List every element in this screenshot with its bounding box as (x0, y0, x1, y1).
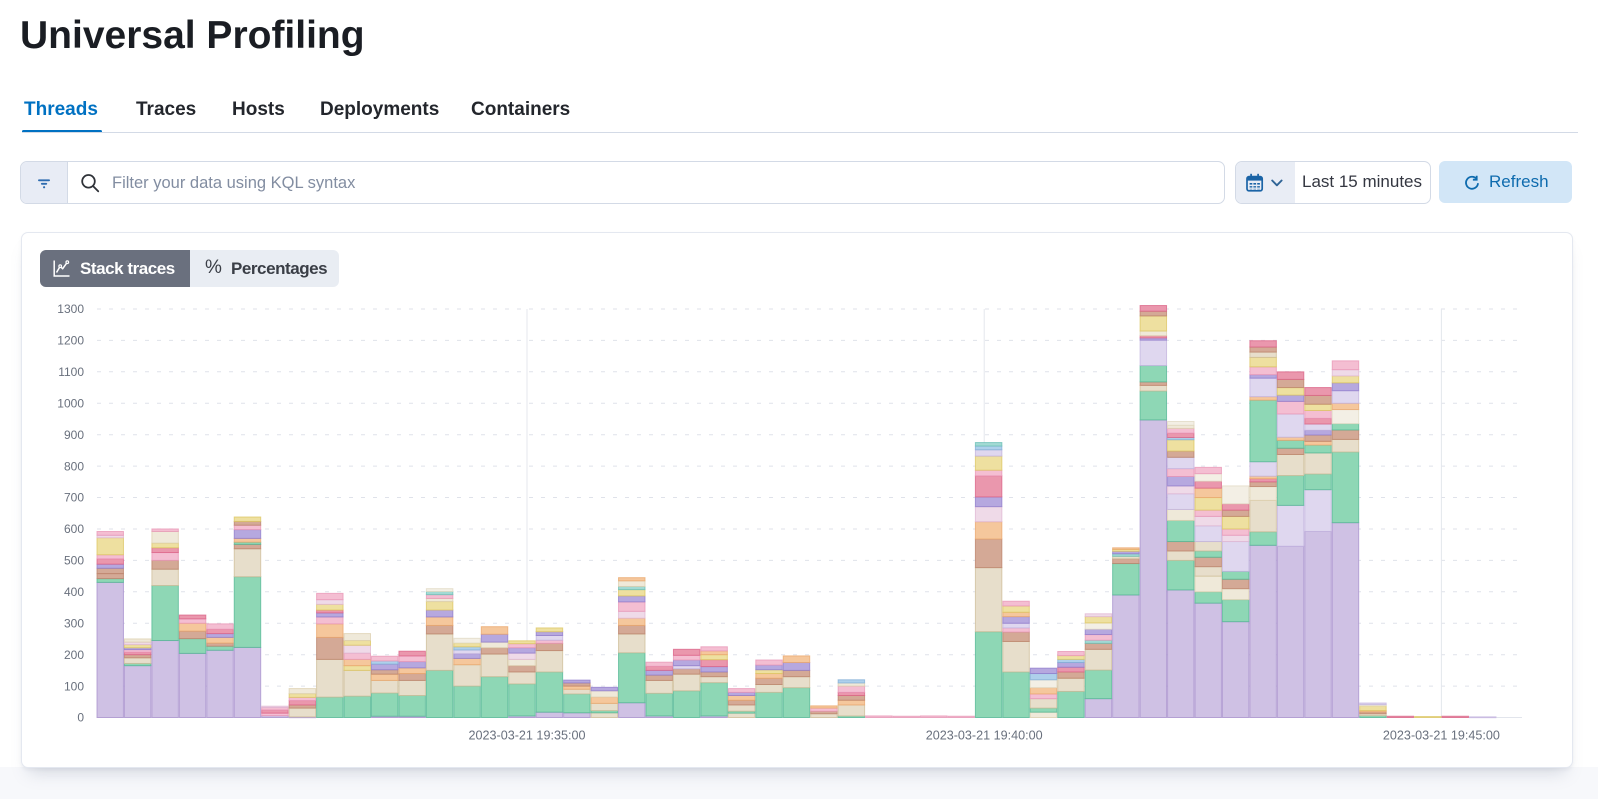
svg-text:1200: 1200 (57, 334, 84, 348)
svg-text:100: 100 (64, 679, 84, 693)
svg-text:700: 700 (64, 491, 84, 505)
svg-text:200: 200 (64, 648, 84, 662)
svg-text:500: 500 (64, 554, 84, 568)
svg-text:400: 400 (64, 585, 84, 599)
svg-text:300: 300 (64, 616, 84, 630)
svg-text:0: 0 (77, 711, 84, 725)
svg-text:800: 800 (64, 459, 84, 473)
svg-text:1100: 1100 (58, 365, 84, 379)
svg-text:1300: 1300 (57, 302, 84, 316)
svg-text:2023-03-21 19:45:00: 2023-03-21 19:45:00 (1383, 729, 1500, 743)
svg-text:900: 900 (64, 428, 84, 442)
svg-text:1000: 1000 (57, 397, 84, 411)
svg-text:2023-03-21 19:35:00: 2023-03-21 19:35:00 (469, 729, 586, 743)
svg-text:2023-03-21 19:40:00: 2023-03-21 19:40:00 (926, 729, 1043, 743)
svg-text:600: 600 (64, 522, 84, 536)
